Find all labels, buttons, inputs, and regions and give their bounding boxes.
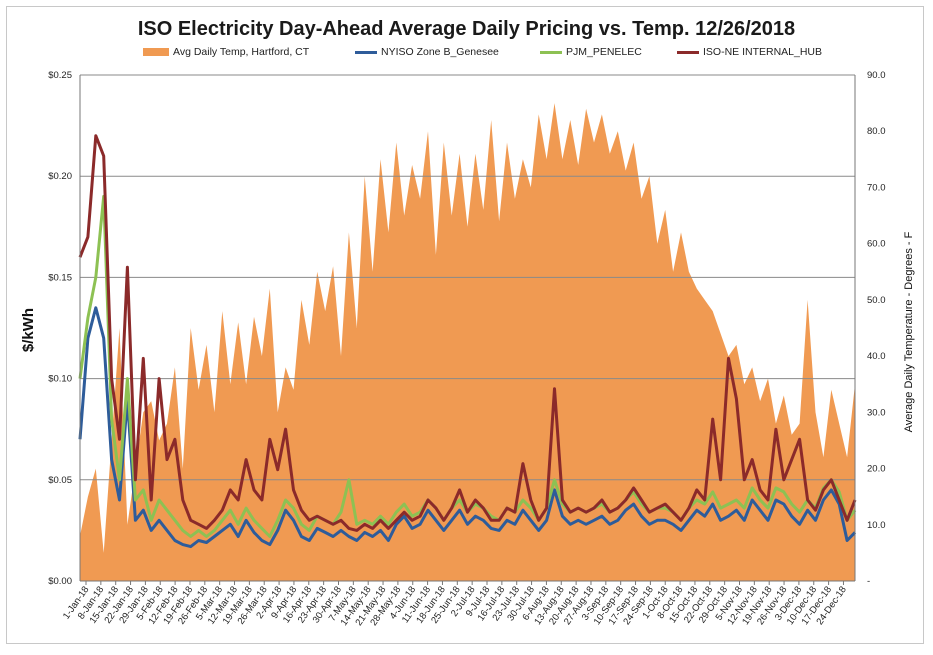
chart-legend: Avg Daily Temp, Hartford, CT NYISO Zone … [0, 46, 933, 60]
gridlines [80, 74, 855, 481]
series-line-iso-ne-internal-hub [78, 134, 857, 532]
y-right-tick-label: 80.0 [867, 126, 886, 137]
legend-label-pjm: PJM_PENELEC [566, 46, 642, 58]
y-left-tick-label: $0.20 [48, 171, 72, 182]
y-left-tick-label: $0.10 [48, 374, 72, 385]
y-right-tick-label: 70.0 [867, 182, 886, 193]
temperature-area [80, 103, 855, 581]
y-left-tick-label: $0.00 [48, 576, 72, 587]
legend-swatch-nyiso [355, 50, 377, 54]
legend-label-nyiso: NYISO Zone B_Genesee [381, 46, 499, 58]
y-right-tick-label: 20.0 [867, 464, 886, 475]
y-left-tick-label: $0.15 [48, 272, 72, 283]
series-line-nyiso-zone-b-genesee [78, 306, 857, 549]
price-lines [78, 134, 857, 549]
y-axis-right-title: Average Daily Temperature - Degrees - F [903, 231, 915, 432]
y-right-tick-label: 60.0 [867, 239, 886, 250]
temperature-area-path [80, 103, 855, 581]
y-left-tick-label: $0.05 [48, 475, 72, 486]
y-right-tick-label: 40.0 [867, 351, 886, 362]
axes: $0.00 $0.05 $0.10 $0.15 $0.20 $0.25 - 10.0 20.0 3… [48, 70, 885, 628]
legend-swatch-pjm [540, 50, 562, 54]
legend-item-nyiso: NYISO Zone B_Genesee [355, 46, 499, 58]
legend-label-isone: ISO-NE INTERNAL_HUB [703, 46, 823, 58]
y-right-tick-label: - [867, 576, 870, 587]
legend-swatch-temp [143, 48, 169, 56]
y-right-tick-label: 50.0 [867, 295, 886, 306]
legend-item-pjm: PJM_PENELEC [540, 46, 642, 58]
chart-title: ISO Electricity Day-Ahead Average Daily … [137, 18, 796, 40]
legend-swatch-isone [677, 50, 699, 54]
y-right-tick-label: 90.0 [867, 70, 886, 81]
y-axis-left-title: $/kWh [20, 308, 37, 352]
legend-item-temp: Avg Daily Temp, Hartford, CT [143, 46, 309, 58]
y-right-tick-label: 10.0 [867, 520, 886, 531]
y-left-tick-label: $0.25 [48, 70, 72, 81]
y-right-tick-label: 30.0 [867, 407, 886, 418]
legend-label-temp: Avg Daily Temp, Hartford, CT [173, 46, 310, 58]
legend-item-isone: ISO-NE INTERNAL_HUB [677, 46, 822, 58]
